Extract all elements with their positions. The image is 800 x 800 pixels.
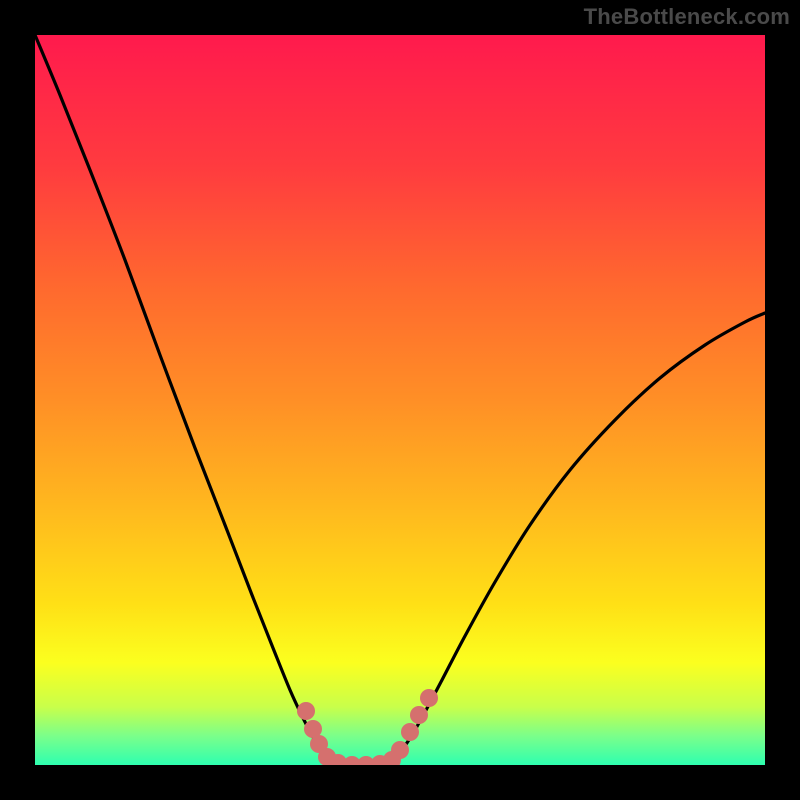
chart-svg-layer — [35, 35, 765, 765]
valley-marker — [410, 706, 428, 724]
valley-marker — [401, 723, 419, 741]
valley-marker — [391, 741, 409, 759]
valley-marker — [420, 689, 438, 707]
bottleneck-curve-right — [395, 313, 765, 759]
chart-plot-area — [35, 35, 765, 765]
bottleneck-curve-left — [35, 35, 328, 759]
valley-marker — [297, 702, 315, 720]
outer-frame: TheBottleneck.com — [0, 0, 800, 800]
watermark-text: TheBottleneck.com — [584, 4, 790, 30]
